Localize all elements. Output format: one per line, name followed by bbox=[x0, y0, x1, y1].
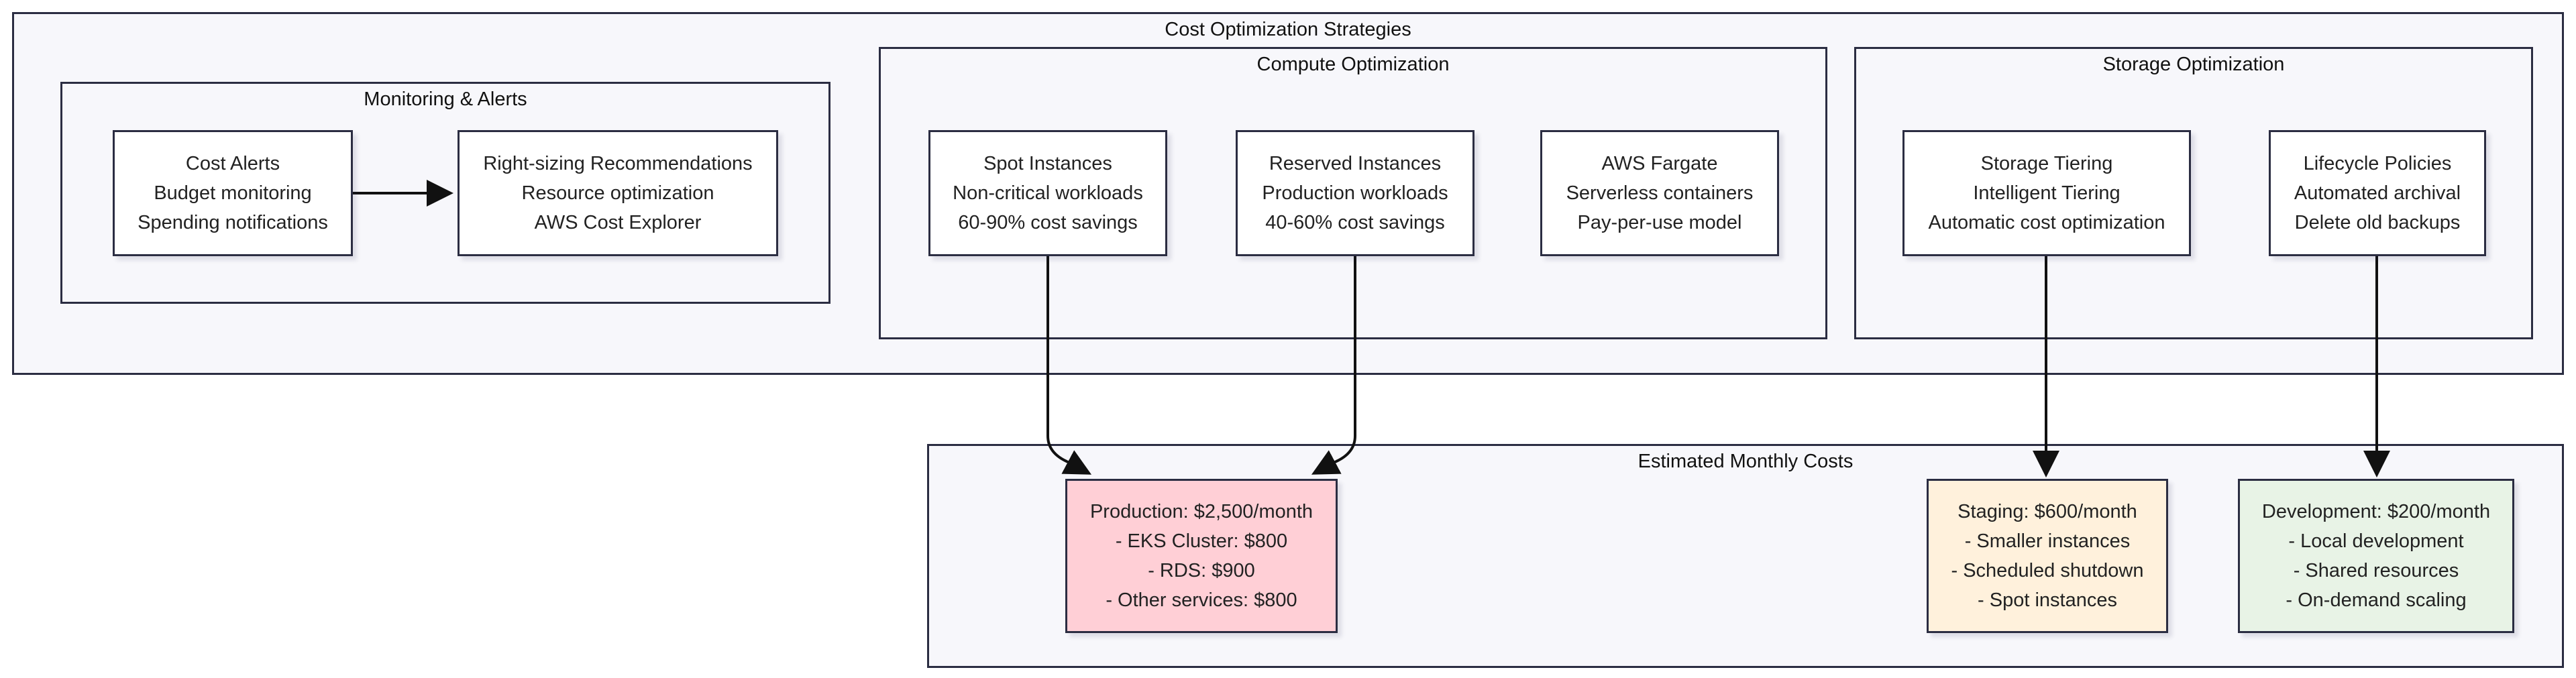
production-cost-line-4: - Other services: $800 bbox=[1106, 589, 1297, 611]
development-cost-line-2: - Local development bbox=[2288, 530, 2464, 552]
development-cost-line-3: - Shared resources bbox=[2293, 560, 2459, 581]
development-cost-line-1: Development: $200/month bbox=[2261, 501, 2491, 522]
staging-cost-line-2: - Smaller instances bbox=[1964, 530, 2131, 552]
lifecycle-policies-node: Lifecycle Policies Automated archival De… bbox=[2269, 130, 2486, 256]
cost-optimization-strategies-title: Cost Optimization Strategies bbox=[1165, 19, 1411, 40]
spot-instances-line-2: Non-critical workloads bbox=[953, 182, 1143, 204]
storage-tiering-line-3: Automatic cost optimization bbox=[1928, 212, 2165, 233]
aws-fargate-line-1: AWS Fargate bbox=[1601, 153, 1718, 174]
reserved-instances-node: Reserved Instances Production workloads … bbox=[1236, 130, 1474, 256]
lifecycle-policies-line-2: Automated archival bbox=[2294, 182, 2461, 204]
lifecycle-policies-line-3: Delete old backups bbox=[2294, 212, 2461, 233]
production-cost-line-2: - EKS Cluster: $800 bbox=[1115, 530, 1288, 552]
development-cost-node: Development: $200/month - Local developm… bbox=[2238, 479, 2514, 633]
lifecycle-policies-line-1: Lifecycle Policies bbox=[2303, 153, 2452, 174]
production-cost-node: Production: $2,500/month - EKS Cluster: … bbox=[1065, 479, 1338, 633]
spot-instances-line-3: 60-90% cost savings bbox=[958, 212, 1138, 233]
cost-alerts-line-1: Cost Alerts bbox=[185, 153, 280, 174]
staging-cost-line-1: Staging: $600/month bbox=[1957, 501, 2137, 522]
aws-fargate-node: AWS Fargate Serverless containers Pay-pe… bbox=[1540, 130, 1779, 256]
reserved-instances-line-1: Reserved Instances bbox=[1269, 153, 1442, 174]
estimated-monthly-costs-title: Estimated Monthly Costs bbox=[1638, 451, 1854, 472]
compute-optimization-title: Compute Optimization bbox=[1256, 54, 1450, 75]
right-sizing-line-3: AWS Cost Explorer bbox=[534, 212, 702, 233]
reserved-instances-line-3: 40-60% cost savings bbox=[1265, 212, 1445, 233]
staging-cost-node: Staging: $600/month - Smaller instances … bbox=[1927, 479, 2168, 633]
storage-tiering-line-2: Intelligent Tiering bbox=[1973, 182, 2121, 204]
development-cost-line-4: - On-demand scaling bbox=[2286, 589, 2467, 611]
aws-fargate-line-2: Serverless containers bbox=[1566, 182, 1754, 204]
staging-cost-line-3: - Scheduled shutdown bbox=[1951, 560, 2144, 581]
spot-instances-node: Spot Instances Non-critical workloads 60… bbox=[928, 130, 1167, 256]
spot-instances-line-1: Spot Instances bbox=[983, 153, 1112, 174]
storage-tiering-node: Storage Tiering Intelligent Tiering Auto… bbox=[1902, 130, 2191, 256]
cost-alerts-line-2: Budget monitoring bbox=[154, 182, 312, 204]
storage-tiering-line-1: Storage Tiering bbox=[1980, 153, 2113, 174]
cost-alerts-line-3: Spending notifications bbox=[138, 212, 328, 233]
cost-alerts-node: Cost Alerts Budget monitoring Spending n… bbox=[113, 130, 353, 256]
production-cost-line-1: Production: $2,500/month bbox=[1089, 501, 1313, 522]
staging-cost-line-4: - Spot instances bbox=[1978, 589, 2117, 611]
right-sizing-line-1: Right-sizing Recommendations bbox=[483, 153, 753, 174]
storage-optimization-title: Storage Optimization bbox=[2102, 54, 2285, 75]
aws-fargate-line-3: Pay-per-use model bbox=[1577, 212, 1742, 233]
right-sizing-node: Right-sizing Recommendations Resource op… bbox=[458, 130, 778, 256]
reserved-instances-line-2: Production workloads bbox=[1262, 182, 1448, 204]
production-cost-line-3: - RDS: $900 bbox=[1148, 560, 1255, 581]
monitoring-alerts-title: Monitoring & Alerts bbox=[364, 89, 527, 110]
right-sizing-line-2: Resource optimization bbox=[521, 182, 714, 204]
